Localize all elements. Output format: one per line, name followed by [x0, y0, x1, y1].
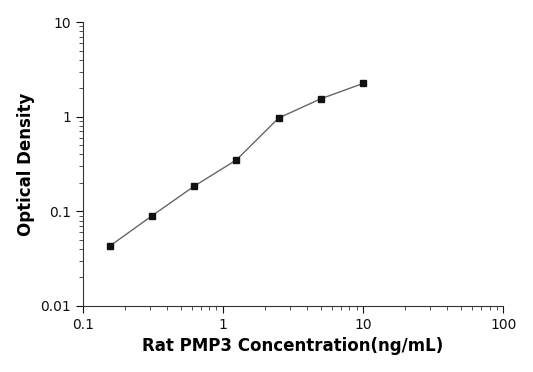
Y-axis label: Optical Density: Optical Density	[17, 92, 35, 236]
X-axis label: Rat PMP3 Concentration(ng/mL): Rat PMP3 Concentration(ng/mL)	[142, 337, 443, 355]
